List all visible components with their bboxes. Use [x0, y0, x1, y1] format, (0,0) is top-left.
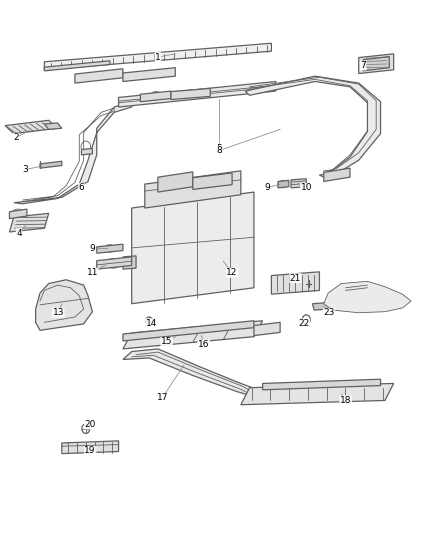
Polygon shape	[324, 281, 411, 313]
Polygon shape	[141, 91, 171, 102]
Text: 3: 3	[22, 165, 28, 174]
Polygon shape	[123, 349, 263, 399]
Text: 11: 11	[87, 269, 98, 277]
Polygon shape	[97, 244, 123, 253]
Text: 4: 4	[16, 229, 22, 238]
Text: 14: 14	[146, 319, 157, 328]
Polygon shape	[363, 56, 389, 71]
Polygon shape	[123, 321, 254, 341]
Polygon shape	[119, 82, 276, 107]
Text: 10: 10	[300, 183, 312, 192]
Polygon shape	[123, 321, 263, 349]
Text: 13: 13	[53, 308, 64, 317]
Polygon shape	[44, 61, 110, 71]
Polygon shape	[291, 179, 306, 188]
Polygon shape	[245, 76, 381, 177]
Polygon shape	[158, 172, 193, 192]
Text: 1: 1	[155, 53, 161, 61]
Polygon shape	[44, 43, 272, 70]
Text: 2: 2	[13, 133, 19, 142]
Text: 21: 21	[290, 273, 301, 282]
Polygon shape	[40, 161, 62, 168]
Polygon shape	[145, 171, 241, 208]
Polygon shape	[97, 257, 132, 269]
Text: 12: 12	[226, 269, 238, 277]
Polygon shape	[263, 379, 381, 390]
Polygon shape	[123, 256, 136, 269]
Polygon shape	[359, 54, 394, 74]
Text: 6: 6	[78, 183, 85, 192]
Polygon shape	[62, 441, 119, 454]
Text: 17: 17	[156, 393, 168, 402]
Text: 5: 5	[216, 144, 222, 153]
Polygon shape	[324, 168, 350, 181]
Polygon shape	[254, 322, 280, 336]
Text: 7: 7	[360, 61, 366, 70]
Polygon shape	[5, 120, 57, 134]
Polygon shape	[132, 192, 254, 304]
Polygon shape	[10, 209, 27, 219]
Polygon shape	[81, 149, 92, 155]
Polygon shape	[193, 173, 232, 189]
Text: 23: 23	[323, 308, 335, 317]
Polygon shape	[171, 88, 210, 100]
Text: 22: 22	[299, 319, 310, 328]
Polygon shape	[272, 272, 319, 294]
Polygon shape	[123, 68, 175, 82]
Text: 19: 19	[85, 447, 96, 456]
Text: 15: 15	[161, 337, 173, 346]
Text: 9: 9	[264, 183, 270, 192]
Polygon shape	[278, 180, 289, 188]
Text: 8: 8	[216, 146, 222, 155]
Text: 9: 9	[89, 245, 95, 254]
Polygon shape	[14, 102, 132, 204]
Polygon shape	[10, 213, 49, 232]
Polygon shape	[312, 303, 329, 310]
Polygon shape	[35, 280, 92, 330]
Text: 20: 20	[85, 420, 96, 429]
Polygon shape	[75, 69, 123, 83]
Polygon shape	[44, 123, 62, 130]
Polygon shape	[241, 383, 394, 405]
Text: 18: 18	[340, 396, 351, 405]
Text: 16: 16	[198, 340, 209, 349]
